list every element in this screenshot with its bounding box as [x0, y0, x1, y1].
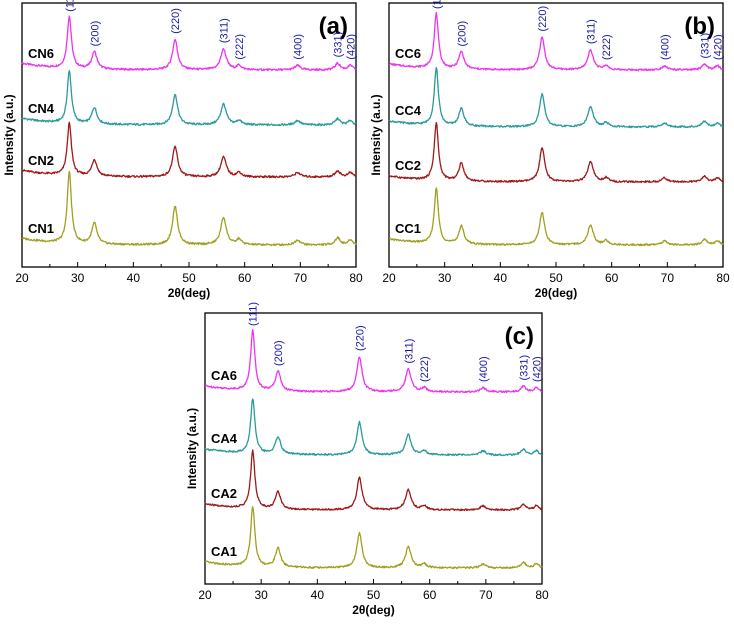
series-label-cc1: CC1 [395, 221, 421, 236]
peak-label: (200) [273, 340, 285, 366]
x-tick-label: 70 [479, 588, 493, 602]
series-label-ca4: CA4 [211, 431, 238, 446]
x-tick-label: 60 [423, 588, 437, 602]
panel-label: (a) [319, 13, 348, 40]
peak-label: (200) [456, 21, 468, 47]
x-tick-label: 80 [716, 271, 730, 285]
peak-label: (111) [248, 302, 260, 326]
x-tick-label: 80 [349, 271, 363, 285]
panel-label: (c) [505, 323, 534, 350]
peak-label: (111) [431, 0, 443, 9]
peak-label: (420) [531, 356, 543, 382]
series-line-ca6 [204, 328, 543, 394]
peak-label: (222) [419, 356, 431, 382]
y-axis-label: Intensity (a.u.) [185, 408, 199, 489]
x-tick-label: 40 [127, 271, 141, 285]
series-line-cc6 [388, 11, 724, 72]
x-tick-label: 40 [494, 271, 508, 285]
series-line-cc2 [388, 121, 724, 184]
series-line-cn1 [21, 170, 357, 247]
x-tick-label: 20 [198, 588, 212, 602]
peak-label: (400) [293, 34, 305, 60]
series-line-cc1 [388, 187, 724, 247]
peak-label: (220) [537, 6, 549, 32]
x-tick-label: 30 [71, 271, 85, 285]
peak-label: (111) [64, 0, 76, 12]
peak-label: (222) [601, 34, 613, 60]
series-label-cc4: CC4 [395, 103, 422, 118]
series-line-cc4 [388, 66, 724, 129]
peak-label: (331) [333, 32, 345, 58]
peak-label: (220) [354, 325, 366, 351]
peak-label: (420) [345, 34, 357, 60]
x-tick-label: 40 [311, 588, 325, 602]
x-tick-label: 20 [382, 271, 396, 285]
series-label-ca1: CA1 [211, 544, 237, 559]
series-line-ca1 [204, 506, 543, 570]
peak-label: (400) [660, 34, 672, 60]
x-axis-label: 2θ(deg) [535, 286, 578, 300]
x-tick-label: 60 [238, 271, 252, 285]
panel-label: (b) [684, 13, 715, 40]
peak-label: (220) [170, 8, 182, 34]
peak-label: (200) [89, 21, 101, 47]
peak-label: (400) [478, 356, 490, 382]
series-label-cn6: CN6 [28, 46, 54, 61]
peak-label: (331) [700, 33, 712, 59]
series-label-cn1: CN1 [28, 221, 54, 236]
series-line-cn6 [21, 15, 357, 72]
series-line-cn2 [21, 121, 357, 179]
series-label-cc6: CC6 [395, 46, 421, 61]
peak-label: (420) [712, 34, 724, 60]
chart-panel-0: 20 30 40 50 60 70 80 2θ(deg) Intensity (a.u.) (a)… [2, 0, 363, 300]
x-tick-label: 50 [367, 588, 381, 602]
x-tick-label: 60 [605, 271, 619, 285]
x-tick-label: 80 [535, 588, 549, 602]
peak-label: (311) [403, 339, 415, 364]
series-line-ca2 [204, 449, 543, 512]
x-tick-label: 20 [15, 271, 29, 285]
x-tick-label: 50 [182, 271, 196, 285]
series-label-ca2: CA2 [211, 486, 237, 501]
peak-label: (222) [234, 34, 246, 60]
series-line-ca4 [204, 398, 543, 457]
x-axis-label: 2θ(deg) [168, 286, 211, 300]
peak-label: (311) [219, 18, 231, 43]
y-axis-label: Intensity (a.u.) [2, 94, 16, 175]
x-tick-label: 70 [294, 271, 308, 285]
x-tick-label: 30 [254, 588, 268, 602]
x-tick-label: 30 [438, 271, 452, 285]
x-tick-label: 70 [661, 271, 675, 285]
x-axis-label: 2θ(deg) [352, 603, 395, 617]
peak-label: (331) [518, 355, 530, 381]
series-line-cn4 [21, 69, 357, 127]
series-label-cc2: CC2 [395, 158, 421, 173]
x-tick-label: 50 [549, 271, 563, 285]
series-label-cn4: CN4 [28, 101, 55, 116]
peak-label: (311) [586, 19, 598, 44]
chart-panel-1: 20 30 40 50 60 70 80 2θ(deg) Intensity (a.u.) (b)… [369, 0, 730, 300]
series-label-cn2: CN2 [28, 153, 54, 168]
series-label-ca6: CA6 [211, 368, 237, 383]
chart-panel-2: 20 30 40 50 60 70 80 2θ(deg) Intensity (a.u.) (c)… [185, 302, 549, 617]
y-axis-label: Intensity (a.u.) [369, 94, 383, 175]
